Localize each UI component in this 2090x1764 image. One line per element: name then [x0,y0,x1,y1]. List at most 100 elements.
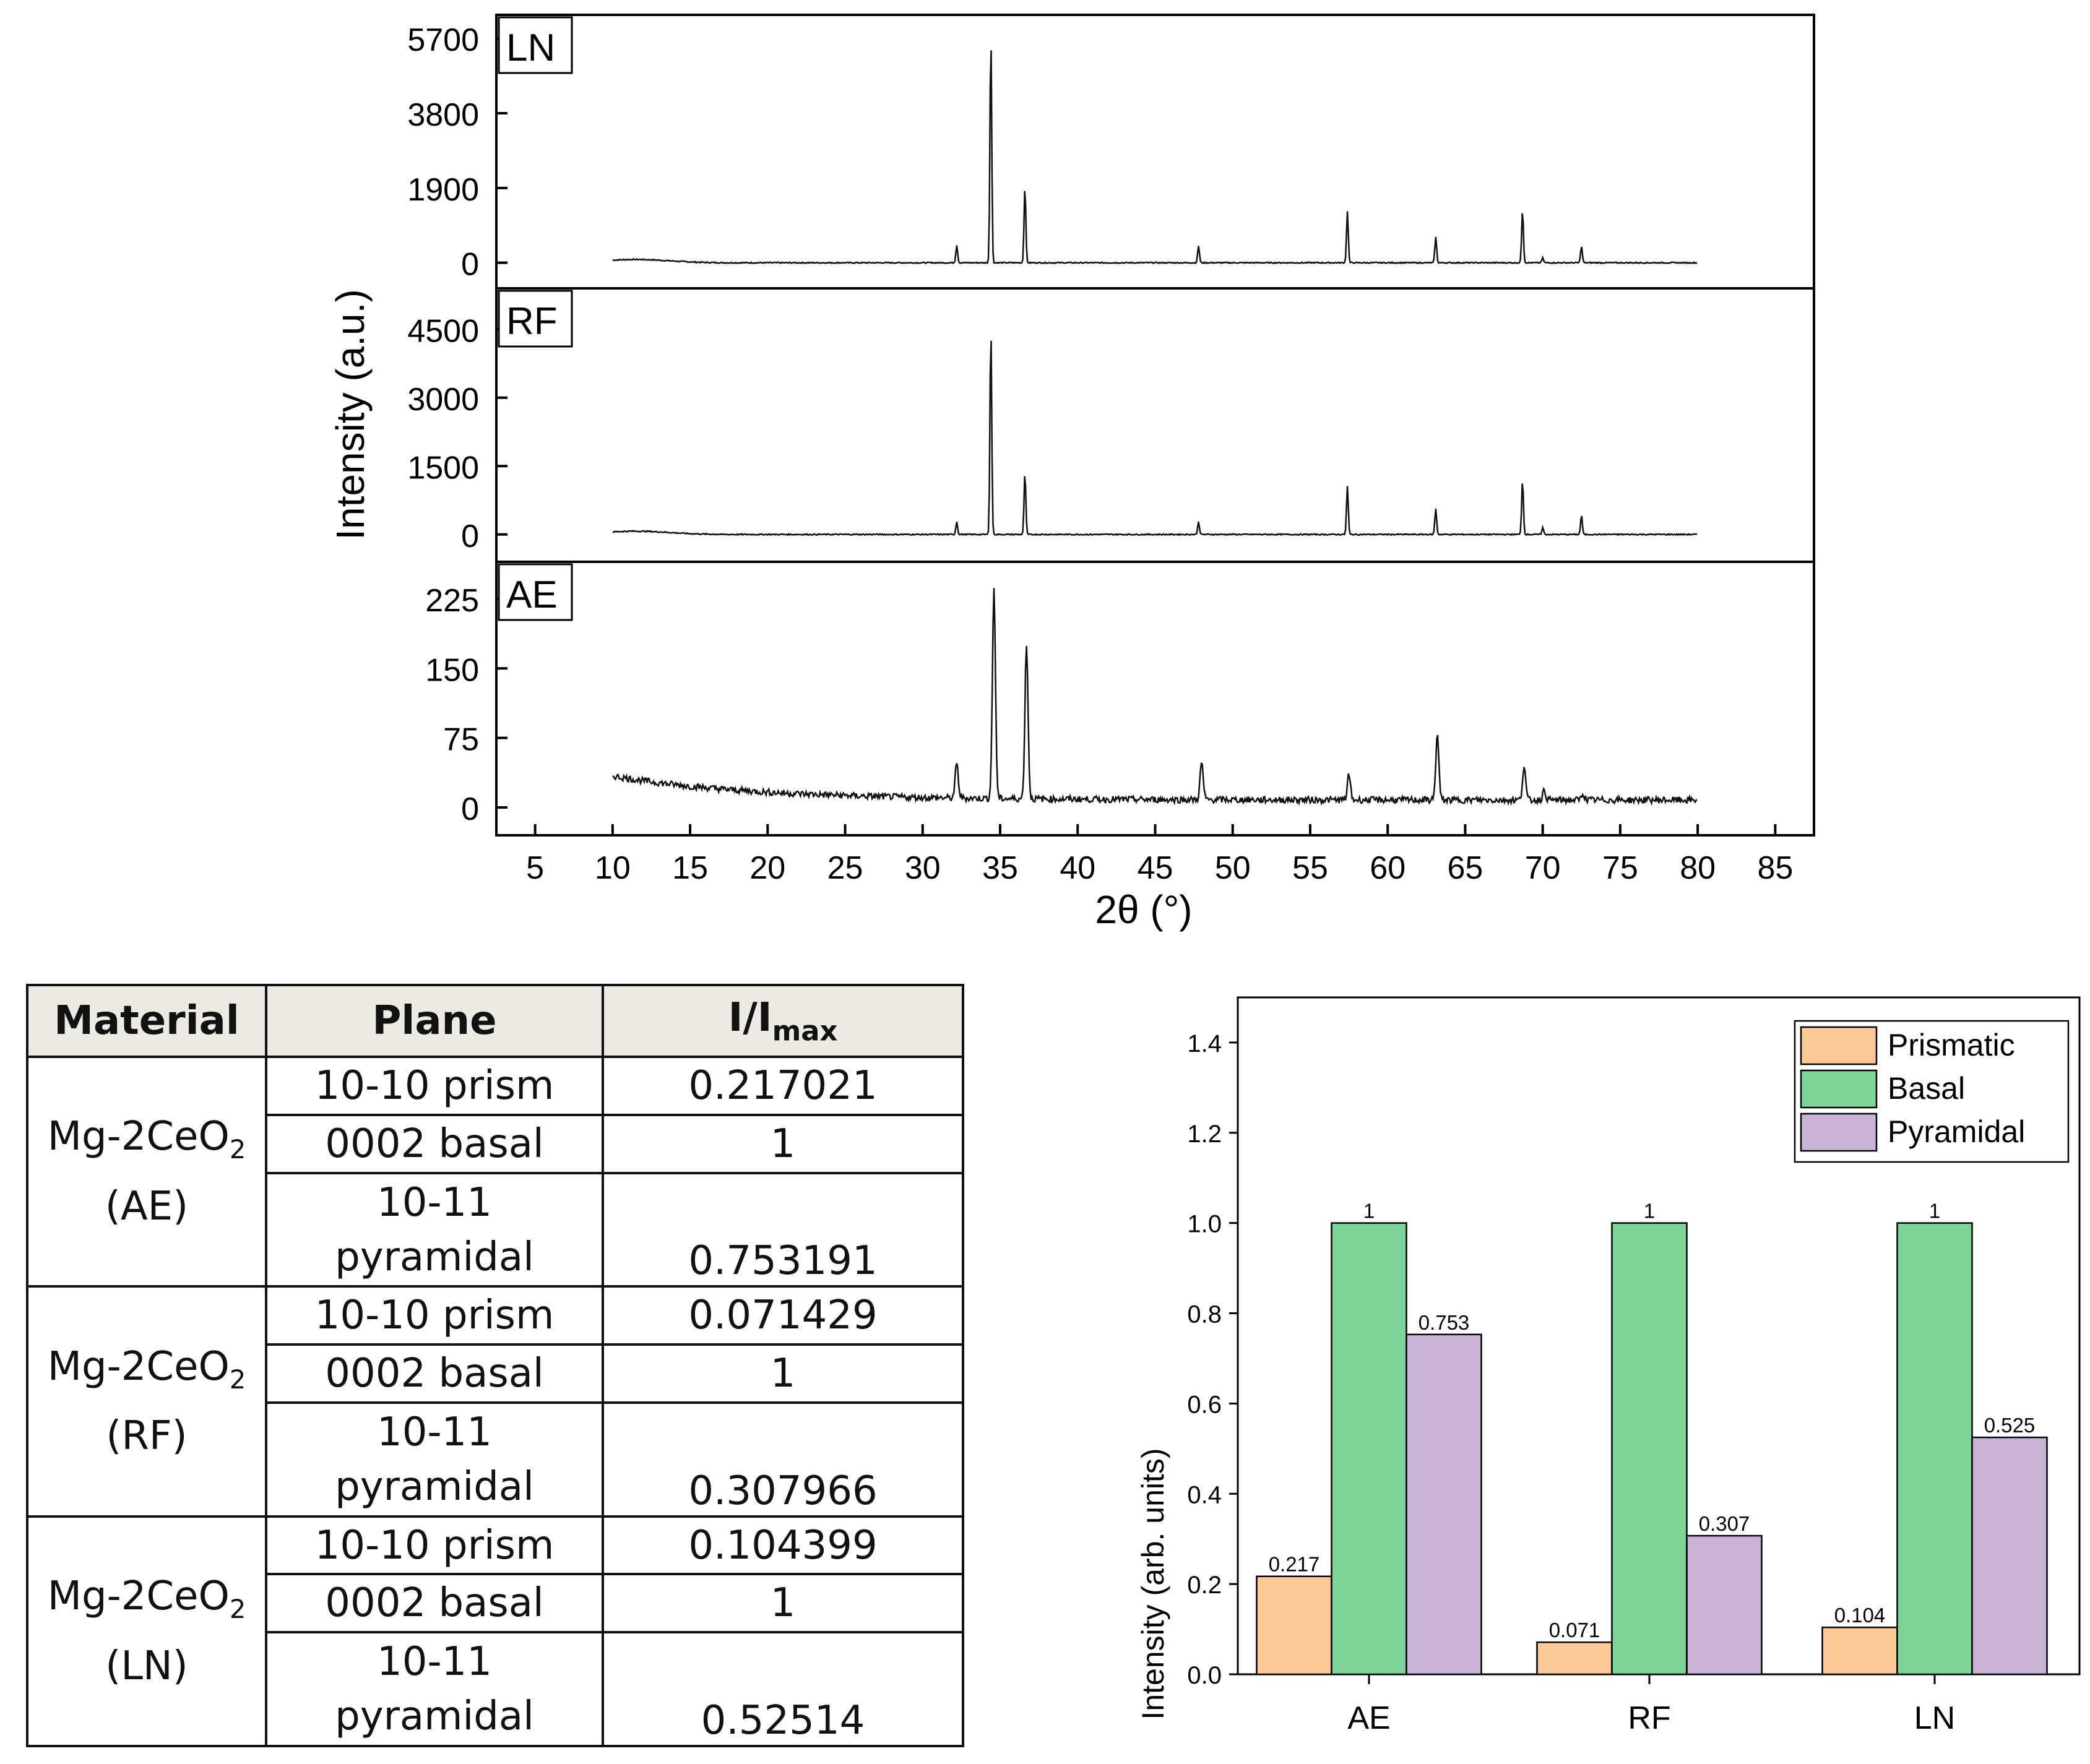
xrd-chart: 0 1900 3800 5700 LN 0 1500 3000 4500 RF 0 75 150 225 A… [328,14,1815,932]
xrd-x-tick-label: 45 [1138,850,1173,886]
ratio-value-cell: 0.52514 [602,1631,964,1747]
xrd-peak-RF-8 [1581,515,1582,516]
ratio-value-cell: 1 [602,1573,964,1634]
bar-pyramidal-AE [1406,1333,1482,1676]
xrd-x-tick-label: 65 [1448,850,1483,886]
header-ratio-main: I/I [728,994,772,1041]
legend-swatch-pyramidal [1800,1112,1878,1152]
xrd-x-tick-label: 30 [905,850,941,886]
material-name: Mg-2CeO [47,1573,230,1619]
xrd-y-tick-label-AE: 0 [461,791,479,827]
xrd-x-tick-label: 25 [827,850,863,886]
plane-index: 10-11 [377,1639,492,1685]
xrd-x-axis-label: 2θ (°) [1095,887,1192,932]
xrd-x-tick-label: 55 [1292,850,1328,886]
xrd-y-tick-label-LN: 0 [461,247,479,283]
bar-value-label: 0.104 [1834,1604,1886,1627]
xrd-y-tick-label-AE: 75 [443,722,479,758]
bar-pyramidal-RF [1686,1534,1763,1676]
plane-type: pyramidal [335,1693,534,1740]
plane-index: 10-11 [377,1179,492,1226]
table-row: 10-11 pyramidal 0.307966 [27,1401,964,1518]
xrd-panel-frame-LN [495,14,1815,290]
table-row: Mg-2CeO2 (RF) 10-10 prism 0.071429 [26,1285,964,1518]
xrd-peak-LN-2 [1024,186,1026,187]
bar-prismatic-LN [1821,1626,1898,1676]
xrd-x-tick-label: 40 [1060,850,1095,886]
table-row: Mg-2CeO2 (LN) 10-10 prism 0.104399 [26,1515,964,1748]
plane-type: pyramidal [335,1463,534,1510]
table-row: 0002 basal 1 [27,1573,964,1634]
header-plane: Plane [265,984,604,1058]
plane-cell: 10-11 pyramidal [265,1171,604,1288]
xrd-x-tick-label: 10 [595,850,631,886]
ratio-value-cell: 0.104399 [602,1515,964,1576]
header-ratio-subscript: max [772,1014,838,1048]
xrd-trace-AE [612,588,1698,806]
table-row: Mg-2CeO2 (AE) 10-10 prism 0.217021 [26,1055,964,1288]
material-condition: (RF) [106,1413,188,1460]
intensity-ratio-table: Material Plane I/Imax Mg-2CeO2 (AE) 10-10 … [26,984,964,1748]
bar-y-tick-label: 1.0 [1187,1211,1222,1238]
xrd-y-tick-label-LN: 3800 [407,97,479,133]
bar-y-tick-label: 0.8 [1187,1301,1222,1328]
bar-value-label: 0.217 [1269,1553,1320,1576]
table-row: 0002 basal 1 [27,1113,964,1174]
xrd-panel-frame-RF [495,287,1815,563]
legend-swatch-prismatic [1800,1026,1878,1065]
xrd-peak-RF-6 [1522,479,1523,480]
bar-pyramidal-LN [1971,1436,2048,1676]
xrd-y-tick-label-LN: 5700 [407,22,479,58]
bar-prismatic-AE [1256,1575,1332,1676]
bar-y-tick-label: 1.4 [1187,1030,1222,1057]
bar-value-label: 1 [1929,1200,1940,1223]
xrd-panel-label-AE: AE [506,574,558,616]
xrd-trace-RF [612,340,1698,536]
bar-value-label: 0.753 [1419,1311,1470,1334]
xrd-panel-frame-AE [495,561,1815,837]
xrd-trace-LN [612,50,1698,265]
plane-cell: 10-10 prism [265,1515,604,1576]
xrd-x-tick-label: 75 [1602,850,1638,886]
ratio-value-cell: 1 [602,1113,964,1174]
table-header-row: Material Plane I/Imax [26,984,964,1058]
xrd-y-tick-label-RF: 4500 [407,313,479,349]
xrd-y-tick-label-AE: 225 [425,583,479,619]
xrd-panel-label-LN: LN [506,27,555,69]
xrd-y-tick-label-AE: 150 [425,652,479,688]
bar-value-label: 0.307 [1699,1512,1750,1535]
header-material: Material [26,984,267,1058]
plane-cell: 0002 basal [265,1343,604,1404]
bar-value-label: 0.071 [1549,1619,1600,1641]
xrd-panels: 0 1900 3800 5700 LN 0 1500 3000 4500 RF 0 75 150 225 A… [407,14,1815,886]
table-body: Mg-2CeO2 (AE) 10-10 prism 0.217021 0002 basa… [26,1055,964,1748]
legend-label-pyramidal: Pyramidal [1888,1114,2025,1149]
header-intensity-ratio: I/Imax [602,984,964,1058]
xrd-peak-LN-1 [990,36,991,37]
material-subscript: 2 [229,1364,246,1395]
xrd-x-tick-label: 85 [1757,850,1793,886]
xrd-x-tick-label: 80 [1680,850,1716,886]
xrd-x-tick-label: 50 [1215,850,1251,886]
bar-y-tick-label: 0.2 [1187,1572,1222,1599]
plane-type: pyramidal [335,1234,534,1280]
xrd-y-tick-label-RF: 1500 [407,450,479,486]
xrd-x-tick-label: 60 [1370,850,1406,886]
material-cell: Mg-2CeO2 (RF) [26,1285,267,1518]
bar-x-tick-label-RF: RF [1628,1700,1670,1736]
plane-index: 10-11 [377,1409,492,1455]
bar-y-tick-label: 0.6 [1187,1391,1222,1418]
bar-y-tick-label: 1.2 [1187,1121,1222,1148]
legend-label-basal: Basal [1888,1071,1965,1106]
xrd-panel-label-RF: RF [506,300,558,343]
material-cell: Mg-2CeO2 (LN) [26,1515,267,1748]
ratio-value-cell: 0.071429 [602,1285,964,1346]
xrd-y-tick-label-RF: 0 [461,518,479,554]
ratio-value-cell: 0.217021 [602,1056,964,1116]
bar-y-axis-label: Intensity (arb. units) [1136,1448,1170,1719]
bar-y-tick-label: 0.4 [1187,1481,1222,1508]
bar-value-label: 0.525 [1984,1414,2036,1437]
table-row: 0002 basal 1 [27,1343,964,1404]
xrd-peak-AE-2 [1026,645,1027,646]
bar-x-tick-label-AE: AE [1347,1700,1390,1736]
